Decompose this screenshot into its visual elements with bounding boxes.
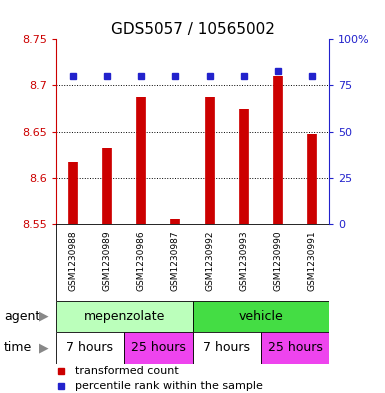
Text: vehicle: vehicle <box>238 310 283 323</box>
Bar <box>56 301 192 332</box>
Text: GSM1230993: GSM1230993 <box>239 230 248 291</box>
Text: GSM1230992: GSM1230992 <box>205 230 214 291</box>
Bar <box>192 301 329 332</box>
Text: 25 hours: 25 hours <box>131 341 186 354</box>
Text: agent: agent <box>4 310 40 323</box>
Text: GSM1230987: GSM1230987 <box>171 230 180 291</box>
Text: GSM1230991: GSM1230991 <box>308 230 316 291</box>
Text: 25 hours: 25 hours <box>268 341 323 354</box>
Text: 7 hours: 7 hours <box>67 341 114 354</box>
Text: ▶: ▶ <box>39 310 49 323</box>
Text: GSM1230986: GSM1230986 <box>137 230 146 291</box>
Text: GSM1230990: GSM1230990 <box>273 230 283 291</box>
Text: percentile rank within the sample: percentile rank within the sample <box>75 382 263 391</box>
Text: ▶: ▶ <box>39 341 49 354</box>
Bar <box>261 332 329 364</box>
Bar <box>192 332 261 364</box>
Bar <box>124 332 192 364</box>
Text: mepenzolate: mepenzolate <box>84 310 165 323</box>
Text: transformed count: transformed count <box>75 366 179 376</box>
Text: 7 hours: 7 hours <box>203 341 250 354</box>
Title: GDS5057 / 10565002: GDS5057 / 10565002 <box>110 22 275 37</box>
Text: time: time <box>4 341 32 354</box>
Bar <box>56 332 124 364</box>
Text: GSM1230989: GSM1230989 <box>102 230 112 291</box>
Text: GSM1230988: GSM1230988 <box>69 230 77 291</box>
